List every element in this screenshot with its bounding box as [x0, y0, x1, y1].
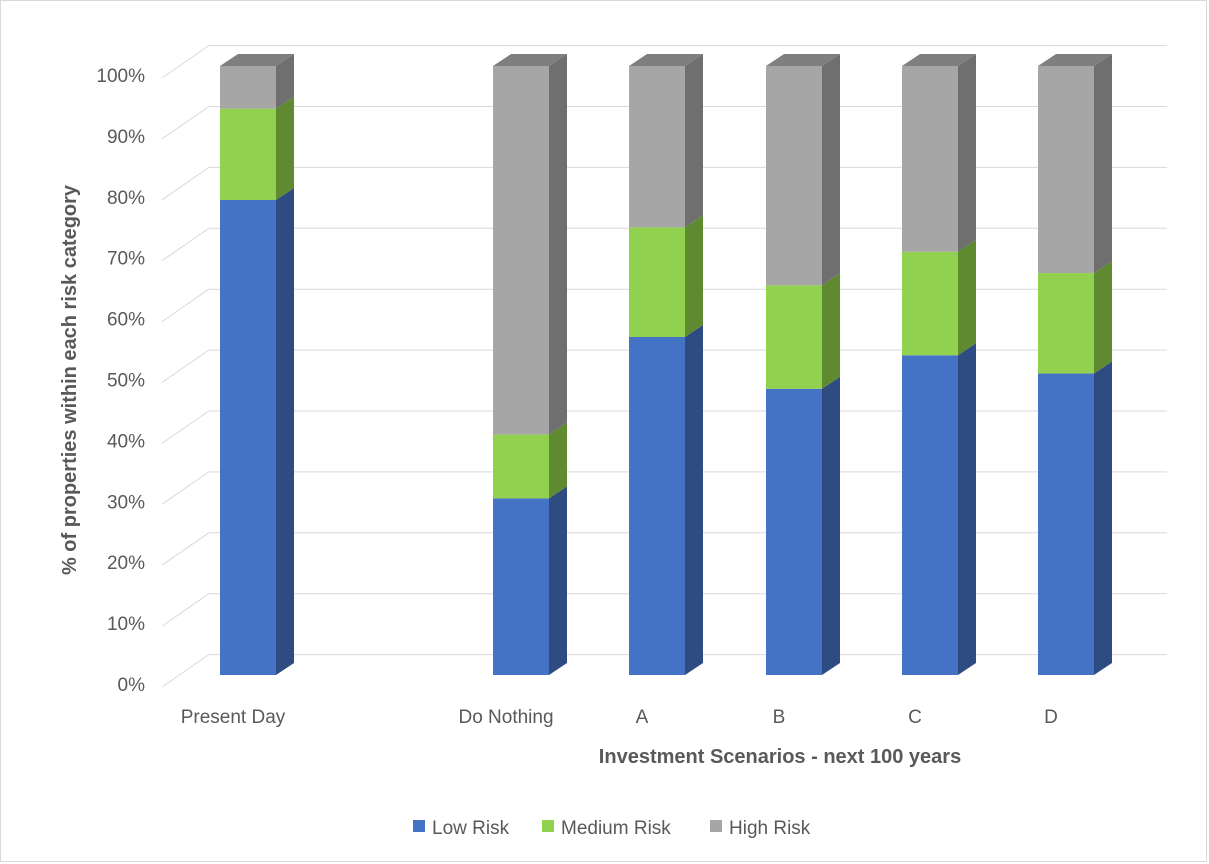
bar-segment-side: [685, 54, 703, 228]
bar-segment-side: [549, 422, 567, 499]
legend-swatch: [542, 820, 554, 832]
bar-top: [629, 54, 703, 66]
x-category-label: C: [908, 707, 922, 728]
bar-top: [1038, 54, 1112, 66]
bar-segment-side: [1094, 261, 1112, 374]
bar-segment-side: [958, 54, 976, 252]
x-category-label: Do Nothing: [458, 707, 553, 728]
bar-segment-side: [1094, 54, 1112, 274]
y-tick-label: 40%: [107, 431, 145, 452]
bars: [220, 54, 1112, 676]
bar-segment-medium-risk: [493, 434, 549, 499]
legend-label: Low Risk: [432, 818, 510, 839]
gridline-depth: [161, 471, 210, 505]
bar-segment-medium-risk: [1038, 273, 1094, 374]
bar-segment-side: [276, 54, 294, 109]
bar-segment-high-risk: [902, 66, 958, 252]
bar-segment-side: [958, 343, 976, 675]
gridline-depth: [161, 106, 210, 140]
x-category-label: A: [636, 707, 649, 728]
bar-segment-high-risk: [1038, 66, 1094, 274]
y-tick-label: 50%: [107, 371, 145, 392]
bar-segment-medium-risk: [902, 251, 958, 356]
y-tick-label: 10%: [107, 614, 145, 635]
x-axis-title: Investment Scenarios - next 100 years: [599, 746, 961, 768]
x-category-label: Present Day: [181, 707, 286, 728]
legend-swatch: [413, 820, 425, 832]
gridline-depth: [161, 45, 210, 79]
bar-top: [902, 54, 976, 66]
bar-top: [220, 54, 294, 66]
gridline-depth: [161, 166, 210, 201]
gridline-depth: [161, 349, 210, 383]
bar-segment-low-risk: [629, 337, 685, 675]
gridline-depth: [161, 593, 210, 627]
bar-segment-medium-risk: [629, 227, 685, 338]
y-tick-label: 90%: [107, 127, 145, 148]
gridline-depth: [161, 532, 210, 566]
x-axis-category-labels: Present Day Do Nothing A B C D: [181, 707, 1058, 728]
bar-segment-low-risk: [902, 355, 958, 675]
legend-swatch: [710, 820, 722, 832]
bar-segment-side: [822, 54, 840, 286]
bar-segment-low-risk: [1038, 373, 1094, 675]
bar-segment-high-risk: [629, 66, 685, 228]
bar-segment-side: [549, 486, 567, 675]
gridline-depth: [161, 654, 210, 688]
gridline-depth: [161, 227, 210, 262]
legend-label: Medium Risk: [561, 818, 671, 839]
y-tick-label: 60%: [107, 310, 145, 331]
bar-segment-side: [685, 325, 703, 675]
bar-top: [493, 54, 567, 66]
y-tick-label: 70%: [107, 249, 145, 270]
gridline-depth: [161, 410, 210, 444]
bar-segment-low-risk: [766, 388, 822, 675]
legend-label: High Risk: [729, 818, 811, 839]
y-tick-label: 0%: [118, 675, 146, 696]
y-axis-title: % of properties within each risk categor…: [59, 184, 81, 575]
bar-segment-high-risk: [220, 66, 276, 109]
bar-segment-medium-risk: [220, 108, 276, 200]
y-tick-label: 100%: [96, 66, 145, 87]
bar-segment-high-risk: [493, 66, 549, 435]
bar-segment-side: [822, 376, 840, 675]
y-tick-label: 20%: [107, 553, 145, 574]
bar-segment-side: [685, 215, 703, 338]
bar-segment-low-risk: [220, 199, 276, 676]
bar-segment-side: [822, 273, 840, 389]
bar-segment-medium-risk: [766, 285, 822, 389]
y-axis-tick-labels: 0% 10% 20% 30% 40% 50% 60% 70% 80% 90% 100%: [96, 66, 145, 696]
bar-top: [766, 54, 840, 66]
bar-segment-side: [276, 96, 294, 200]
legend: Low Risk Medium Risk High Risk: [413, 818, 811, 839]
x-category-label: D: [1044, 707, 1058, 728]
bar-segment-side: [958, 239, 976, 356]
y-tick-label: 30%: [107, 492, 145, 513]
bar-segment-side: [276, 187, 294, 676]
y-tick-label: 80%: [107, 188, 145, 209]
bar-segment-low-risk: [493, 498, 549, 675]
bar-segment-side: [1094, 361, 1112, 675]
x-category-label: B: [773, 707, 786, 728]
bar-segment-side: [549, 54, 567, 435]
bar-segment-high-risk: [766, 66, 822, 286]
gridline-depth: [161, 288, 210, 323]
